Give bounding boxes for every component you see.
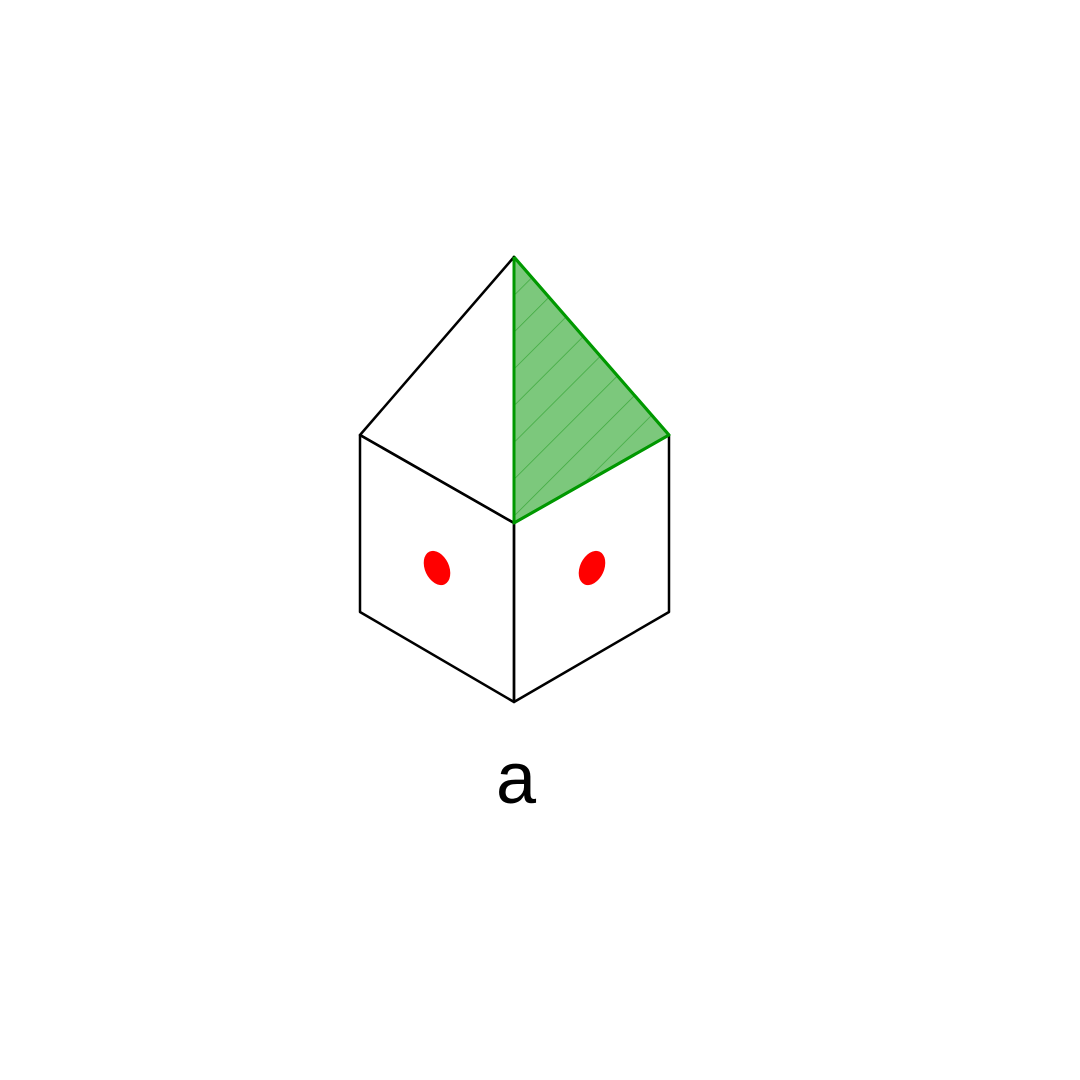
right-face-dot: [578, 550, 606, 586]
left-roof-face: [358, 255, 516, 525]
shaded-face-edge: [512, 256, 671, 525]
shaded-roof-face: [512, 255, 671, 525]
figure-caption: a: [496, 739, 537, 819]
shaded-face-hatch: [514, 257, 669, 523]
left-face-dot: [423, 550, 451, 586]
